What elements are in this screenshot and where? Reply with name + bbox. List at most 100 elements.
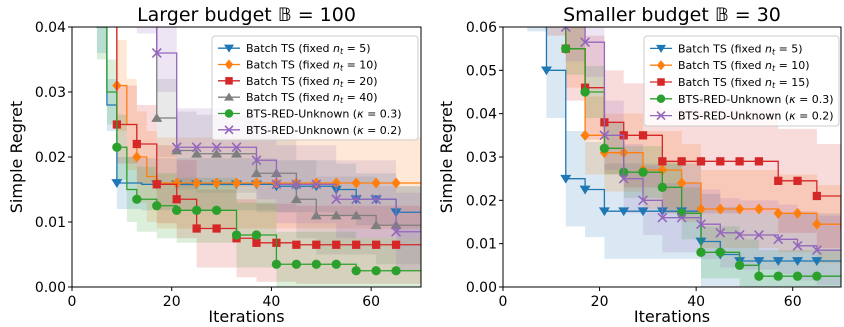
legend-marker (656, 111, 666, 121)
data-point (753, 257, 765, 266)
y-tick-label: 0.01 (466, 237, 497, 253)
legend-label: Batch TS (fixed nt = 20) (246, 75, 378, 89)
data-point (211, 142, 222, 153)
data-point (311, 259, 321, 269)
legend-marker (225, 77, 233, 85)
data-point (391, 226, 402, 237)
data-point (811, 257, 823, 266)
data-point (696, 157, 706, 166)
chart-larger-budget: 0 20 40 60 0.00 0.01 0.02 0.03 0.04 Iterations Sim… (7, 4, 422, 326)
data-point (291, 179, 302, 190)
x-tick-label: 40 (687, 294, 705, 310)
chart-title: Smaller budget 𝔹 = 30 (563, 4, 781, 26)
legend-label: Batch TS (fixed nt = 15) (678, 76, 810, 90)
data-point (351, 194, 362, 205)
legend-box (211, 35, 419, 141)
x-axis-label: Iterations (634, 307, 710, 326)
y-axis-label: Simple Regret (437, 101, 456, 213)
data-point (211, 148, 223, 158)
data-point (132, 151, 142, 163)
legend-label: BTS-RED-Unknown (κ = 0.3) (246, 108, 402, 121)
data-point (250, 168, 262, 178)
x-tick-label: 40 (263, 294, 281, 310)
legend-marker (224, 59, 234, 70)
data-point (251, 177, 262, 189)
data-point (618, 173, 629, 184)
y-tick-label: 0.02 (466, 193, 497, 209)
data-point (561, 43, 571, 54)
legend-marker (656, 44, 666, 53)
data-point (252, 238, 261, 247)
data-point (191, 142, 202, 153)
data-point (793, 176, 802, 185)
series-markers-4 (112, 142, 401, 276)
legend-item: Batch TS (fixed nt = 10) (650, 59, 810, 73)
legend-box (643, 35, 840, 127)
series-markers-4 (560, 27, 822, 256)
data-point (579, 185, 591, 195)
data-point (599, 143, 610, 154)
series-markers-5 (151, 48, 402, 237)
data-point (271, 259, 282, 269)
data-point (638, 131, 648, 140)
data-point (351, 266, 361, 276)
legend-marker (224, 44, 234, 53)
data-point (734, 203, 745, 215)
confidence-band-1 (565, 27, 841, 264)
data-point (812, 218, 822, 230)
data-point (734, 260, 745, 271)
data-point (152, 201, 162, 211)
legend-marker (224, 109, 234, 118)
data-point (773, 234, 784, 245)
data-point (811, 245, 822, 256)
data-point (312, 240, 321, 249)
y-axis-label: Simple Regret (7, 101, 26, 213)
data-point (231, 142, 242, 153)
legend-label: Batch TS (fixed nt = 10) (678, 59, 810, 73)
data-point (754, 203, 764, 215)
legend: Batch TS (fixed nt = 5) Batch TS (fixed n… (211, 35, 419, 141)
data-point (212, 224, 221, 233)
data-point (773, 207, 783, 219)
data-point (696, 247, 706, 258)
data-point (715, 203, 725, 215)
plot-area (96, 27, 421, 287)
data-point (773, 271, 783, 281)
data-point (192, 224, 201, 233)
data-point (715, 227, 726, 238)
legend-item: Batch TS (fixed nt = 10) (218, 59, 378, 73)
data-point (191, 148, 203, 158)
data-point (292, 240, 301, 249)
data-point (132, 139, 141, 149)
data-point (812, 271, 822, 281)
legend-label: Batch TS (fixed nt = 40) (246, 91, 378, 105)
data-point (231, 148, 243, 158)
data-point (191, 205, 202, 215)
y-tick-label: 0.06 (466, 20, 497, 36)
data-point (152, 180, 161, 189)
y-tick-label: 0.04 (466, 107, 497, 123)
data-point (560, 174, 572, 184)
data-point (291, 259, 302, 269)
data-point (638, 167, 648, 177)
confidence-band-4 (565, 27, 841, 285)
y-tick-label: 0.03 (35, 85, 66, 101)
data-point (391, 266, 401, 276)
data-point (271, 179, 282, 190)
data-point (372, 240, 381, 249)
x-axis-label: Iterations (208, 307, 284, 326)
y-tick-label: 0.05 (466, 63, 497, 79)
confidence-band-5 (136, 27, 421, 271)
x-tick-label: 20 (591, 294, 609, 310)
data-point (371, 194, 382, 205)
legend-item: BTS-RED-Unknown (κ = 0.3) (218, 108, 402, 121)
data-point (792, 207, 803, 219)
legend-item: Batch TS (fixed nt = 5) (650, 42, 803, 56)
data-point (560, 27, 571, 32)
data-point (331, 194, 342, 205)
confidence-band-0 (527, 27, 841, 287)
x-tick-label: 0 (68, 294, 77, 310)
data-point (734, 230, 745, 240)
data-point (772, 257, 784, 266)
